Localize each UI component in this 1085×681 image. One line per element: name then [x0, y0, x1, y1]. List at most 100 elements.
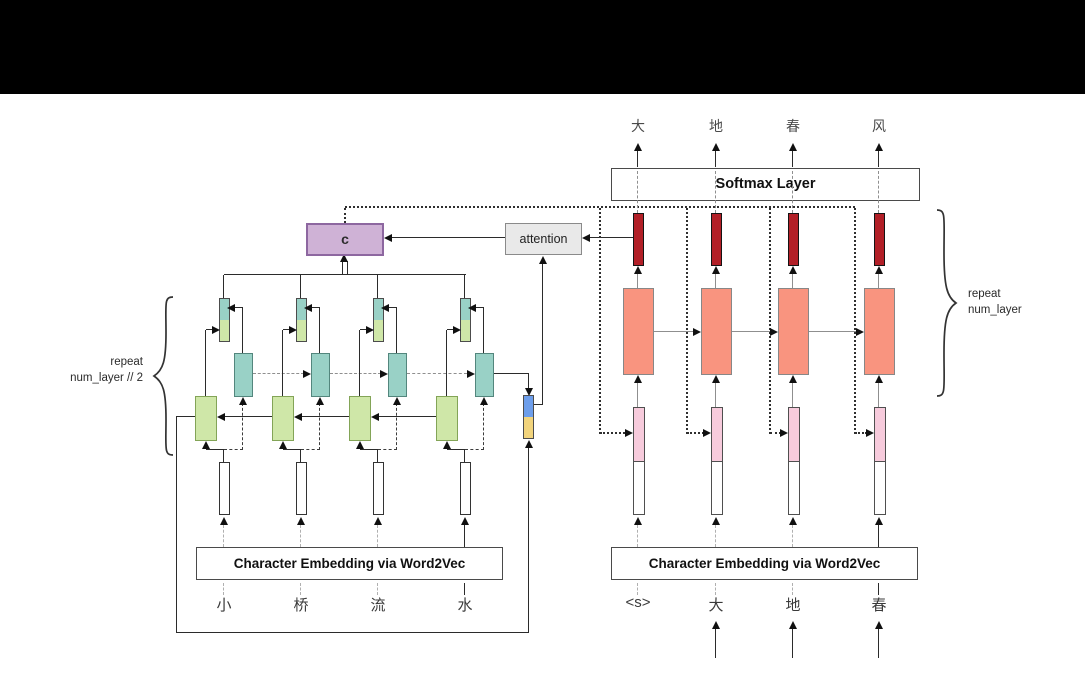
input-junction-line: [377, 450, 378, 462]
concat-to-attention-line: [542, 263, 543, 405]
input-junction-line: [464, 450, 465, 462]
decoder-lstm-cell: [778, 288, 809, 375]
loop-arrowhead: [525, 440, 533, 448]
forward-chain-segment: [330, 373, 381, 374]
context-vector-box: c: [306, 223, 384, 256]
backward-lstm-cell: [195, 396, 217, 441]
forward-up-line: [234, 307, 243, 308]
context-feed-arrowhead: [625, 429, 633, 437]
state-to-bus-line: [377, 275, 378, 298]
decoder-lstm-cell: [864, 288, 895, 375]
context-dotted-drop: [854, 208, 856, 434]
hidden-up-shaft: [878, 274, 879, 288]
backward-up-line: [359, 330, 360, 396]
encoder-repeat-line2: num_layer // 2: [70, 372, 143, 384]
state-to-bus-line: [223, 275, 224, 298]
softmax-output-shaft: [637, 151, 638, 167]
softmax-layer-box: Softmax Layer: [611, 168, 920, 201]
hidden-up-shaft: [792, 274, 793, 288]
hidden-up-arrowhead: [789, 266, 797, 274]
embedding-arrowhead: [712, 517, 720, 525]
decoder-embedding-box: Character Embedding via Word2Vec: [611, 547, 918, 580]
forward-chain-segment: [407, 373, 467, 374]
input-up-shaft: [792, 383, 793, 407]
forward-chain-segment: [253, 373, 304, 374]
decoder-repeat-line2: num_layer: [968, 304, 1022, 316]
backward-chain-arrowhead: [294, 413, 302, 421]
feedback-input-shaft: [715, 629, 716, 658]
forward-up-line: [396, 308, 397, 353]
feedback-input-shaft: [792, 629, 793, 658]
context-feed-arrowhead: [866, 429, 874, 437]
decoder-chain-arrowhead: [856, 328, 864, 336]
context-dotted-drop: [599, 208, 601, 434]
input-junction-line: [223, 450, 224, 462]
char-stub: [464, 583, 465, 595]
context-dotted-feed: [687, 432, 704, 434]
backward-up-line: [447, 329, 454, 330]
backward-output-line: [176, 416, 196, 417]
encoder-state-bus: [224, 274, 466, 275]
encoder-state-box: [296, 298, 307, 342]
embedding-arrowhead: [875, 517, 883, 525]
backward-up-line: [282, 330, 283, 396]
context-dotted-drop: [769, 208, 771, 434]
encoder-state-box: [373, 298, 384, 342]
input-up-shaft: [637, 383, 638, 407]
hidden-to-softmax-dash: [878, 171, 879, 213]
embedding-shaft: [637, 525, 638, 547]
input-to-forward-arrowhead: [393, 397, 401, 405]
forward-to-concat-line: [494, 373, 529, 374]
decoder-output-char: 风: [872, 118, 886, 134]
input-to-backward-arrowhead: [443, 441, 451, 449]
input-up-arrowhead: [712, 375, 720, 383]
input-junction-line: [206, 449, 224, 450]
char-stub: [715, 583, 716, 595]
decoder-repeat-label: repeat num_layer: [968, 286, 1078, 318]
hidden-up-shaft: [715, 274, 716, 288]
attention-to-c-line: [391, 237, 505, 238]
char-stub: [300, 583, 301, 595]
feedback-input-arrowhead: [789, 621, 797, 629]
embedding-vector-box: [373, 462, 384, 515]
embedding-arrowhead: [634, 517, 642, 525]
input-to-forward-dash: [483, 403, 484, 450]
encoder-repeat-label: repeat num_layer // 2: [40, 354, 143, 386]
output-projection-bar: [874, 213, 885, 266]
context-part: [875, 408, 885, 462]
context-feed-arrowhead: [780, 429, 788, 437]
backward-up-arrowhead: [453, 326, 461, 334]
input-to-forward-dash: [242, 403, 243, 450]
backward-up-line: [360, 329, 367, 330]
decoder-lstm-cell: [701, 288, 732, 375]
backward-up-line: [205, 330, 206, 396]
forward-up-line: [311, 307, 320, 308]
embedding-shaft: [300, 525, 301, 547]
forward-up-arrowhead: [468, 304, 476, 312]
output-projection-bar: [711, 213, 722, 266]
feedback-input-arrowhead: [712, 621, 720, 629]
embedding-vector-box: [460, 462, 471, 515]
embedding-shaft: [223, 525, 224, 547]
decoder-input-vector: [633, 407, 645, 515]
decoder-output-char: 大: [631, 118, 645, 134]
backward-state-half: [297, 320, 306, 341]
encoder-input-char: 流: [370, 597, 386, 614]
context-feed-arrowhead: [703, 429, 711, 437]
forward-up-line: [475, 307, 484, 308]
forward-chain-arrowhead: [467, 370, 475, 378]
softmax-output-shaft: [878, 151, 879, 167]
forward-up-line: [242, 308, 243, 353]
input-to-forward-dash: [465, 449, 484, 450]
embedding-arrowhead: [461, 517, 469, 525]
bus-to-c-line-a: [342, 261, 343, 275]
backward-lstm-cell: [272, 396, 294, 441]
input-to-backward-arrowhead: [356, 441, 364, 449]
char-stub: [223, 583, 224, 595]
char-stub: [792, 583, 793, 595]
loop-line-left: [176, 417, 177, 632]
input-to-forward-dash: [378, 449, 397, 450]
input-to-forward-dash: [319, 403, 320, 450]
hidden-up-arrowhead: [634, 266, 642, 274]
softmax-output-arrowhead: [789, 143, 797, 151]
